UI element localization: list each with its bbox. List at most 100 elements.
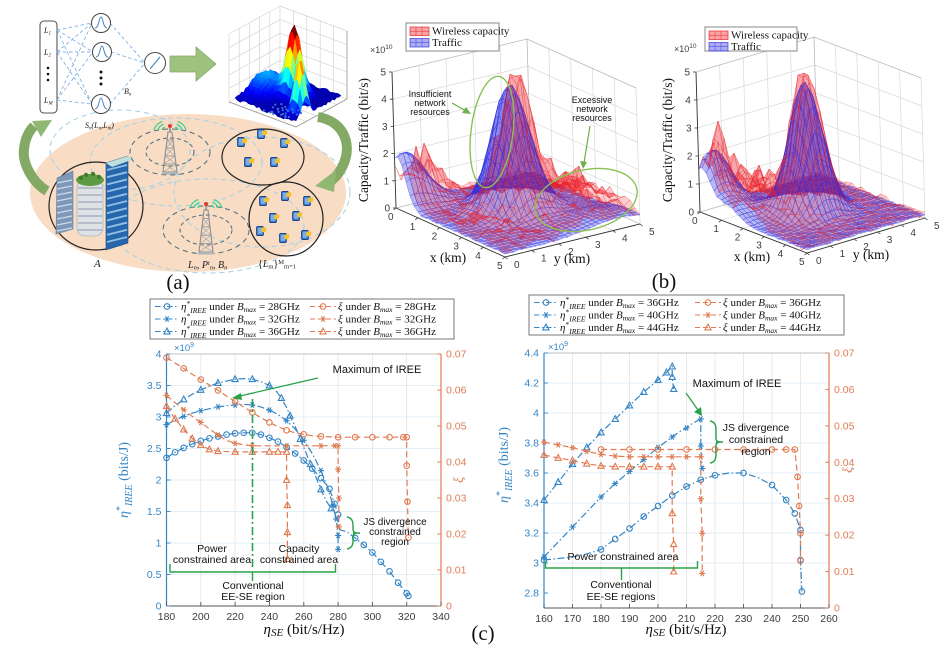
svg-text:2.5: 2.5 [147,443,162,455]
svg-text:2: 2 [687,152,693,163]
svg-text:4.4: 4.4 [524,348,539,360]
svg-text:3.4: 3.4 [524,498,539,510]
svg-text:0: 0 [688,208,694,219]
svg-text:0.06: 0.06 [834,384,855,396]
svg-text:4: 4 [381,95,387,106]
svg-text:4: 4 [475,251,481,262]
svg-text:3: 3 [686,124,692,135]
svg-text:×1010: ×1010 [370,44,393,55]
svg-text:1: 1 [688,180,694,191]
svg-text:220: 220 [226,611,244,623]
svg-text:0.05: 0.05 [446,421,467,433]
svg-text:η*IREE (bits/J): η*IREE (bits/J) [495,427,515,503]
svg-text:{Lm}Mm=1: {Lm}Mm=1 [258,259,296,271]
svg-text:(a): (a) [166,270,189,294]
svg-text:0.04: 0.04 [834,457,855,469]
svg-text:0.01: 0.01 [834,566,855,578]
svg-text:190: 190 [621,613,639,625]
svg-text:5: 5 [380,68,386,79]
svg-text:Sn(Ln,Lm): Sn(Ln,Lm) [85,121,114,132]
svg-text:3.5: 3.5 [147,380,162,392]
svg-text:260: 260 [820,613,838,625]
svg-text:0: 0 [446,601,452,613]
svg-text:4: 4 [156,349,162,361]
svg-text:0: 0 [514,260,520,271]
svg-text:0.04: 0.04 [446,457,467,469]
svg-text:4: 4 [910,228,916,239]
svg-text:0.07: 0.07 [834,348,855,360]
svg-text:1: 1 [410,222,416,233]
svg-text:1: 1 [541,253,547,264]
svg-text:JS divergence: JS divergence [723,422,790,434]
svg-text:Traffic: Traffic [432,37,462,49]
svg-text:4: 4 [685,96,691,107]
svg-text:y (km): y (km) [853,247,889,262]
svg-text:250: 250 [792,613,810,625]
svg-text:240: 240 [763,613,781,625]
svg-text:3: 3 [533,558,539,570]
svg-text:2: 2 [156,475,162,487]
svg-text:0: 0 [384,204,390,215]
svg-text:1.5: 1.5 [147,506,162,518]
svg-text:3.2: 3.2 [524,528,539,540]
svg-text:1: 1 [713,224,719,235]
svg-text:2.8: 2.8 [524,588,539,600]
svg-text:×109: ×109 [174,342,194,354]
svg-text:η*IREE (bits/J): η*IREE (bits/J) [115,442,135,518]
svg-text:EE-SE regions: EE-SE regions [587,591,656,603]
svg-text:resources: resources [572,113,612,123]
svg-text:ξ: ξ [452,477,467,483]
svg-text:3: 3 [887,235,893,246]
svg-text:ηSE (bit/s/Hz): ηSE (bit/s/Hz) [264,622,345,639]
svg-text:2: 2 [735,232,741,243]
svg-text:180: 180 [158,611,176,623]
svg-text:L1: L1 [43,26,51,37]
svg-text:EE-SE region: EE-SE region [221,591,285,603]
svg-text:3: 3 [595,240,601,251]
svg-text:320: 320 [398,611,416,623]
svg-text:5: 5 [799,257,805,268]
svg-text:4: 4 [533,408,539,420]
svg-text:resources: resources [410,107,450,117]
svg-text:1: 1 [384,176,390,187]
svg-text:0.03: 0.03 [834,493,855,505]
svg-text:(c): (c) [471,621,494,645]
svg-text:2: 2 [383,149,389,160]
svg-text:0.07: 0.07 [446,349,467,361]
svg-text:Capacity/Traffic (bit/s): Capacity/Traffic (bit/s) [356,78,371,202]
svg-text:constrained area: constrained area [173,554,251,566]
svg-text:5: 5 [497,261,503,272]
svg-text:0.01: 0.01 [446,565,467,577]
svg-text:0.5: 0.5 [147,569,162,581]
svg-text:0.05: 0.05 [834,420,855,432]
svg-text:Wireless capacity: Wireless capacity [432,26,510,38]
svg-text:0.02: 0.02 [834,530,855,542]
svg-text:Capacity/Traffic (bit/s): Capacity/Traffic (bit/s) [660,78,675,202]
svg-text:region: region [381,537,409,548]
svg-text:Wireless capacity: Wireless capacity [731,30,809,42]
svg-text:LM: LM [43,96,53,107]
svg-text:4.2: 4.2 [524,378,539,390]
svg-text:5: 5 [684,68,690,79]
svg-text:Conventional: Conventional [590,579,651,591]
svg-text:0: 0 [156,601,162,613]
svg-text:constrained area: constrained area [260,554,338,566]
svg-text:×1010: ×1010 [674,43,697,54]
svg-text:(b): (b) [652,269,677,293]
svg-text:160: 160 [535,613,553,625]
svg-text:0.02: 0.02 [446,529,467,541]
svg-text:5: 5 [649,227,655,238]
svg-text:200: 200 [192,611,210,623]
svg-text:1: 1 [840,249,846,260]
svg-text:Maximum of IREE: Maximum of IREE [693,378,782,390]
svg-text:2: 2 [432,232,438,243]
svg-text:x (km): x (km) [734,249,770,264]
svg-text:300: 300 [364,611,382,623]
svg-text:ξ: ξ [841,467,856,473]
svg-text:0: 0 [834,603,840,615]
svg-text:×109: ×109 [548,341,568,353]
svg-text:Traffic: Traffic [731,41,761,53]
svg-text:3: 3 [382,122,388,133]
svg-text:5: 5 [934,221,940,232]
svg-text:region: region [741,446,770,458]
